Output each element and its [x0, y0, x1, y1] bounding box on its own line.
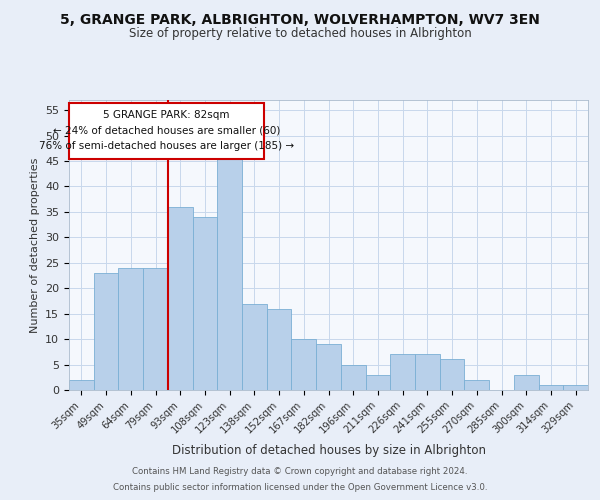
Text: Contains public sector information licensed under the Open Government Licence v3: Contains public sector information licen… [113, 484, 487, 492]
Bar [69, 380, 94, 390]
Bar [464, 380, 489, 390]
Y-axis label: Number of detached properties: Number of detached properties [29, 158, 40, 332]
Bar [365, 374, 390, 390]
Bar [539, 385, 563, 390]
Text: Contains HM Land Registry data © Crown copyright and database right 2024.: Contains HM Land Registry data © Crown c… [132, 467, 468, 476]
X-axis label: Distribution of detached houses by size in Albrighton: Distribution of detached houses by size … [172, 444, 485, 456]
Text: Size of property relative to detached houses in Albrighton: Size of property relative to detached ho… [128, 28, 472, 40]
Text: 5, GRANGE PARK, ALBRIGHTON, WOLVERHAMPTON, WV7 3EN: 5, GRANGE PARK, ALBRIGHTON, WOLVERHAMPTO… [60, 12, 540, 26]
Bar [563, 385, 588, 390]
Bar [242, 304, 267, 390]
Bar [514, 374, 539, 390]
Bar [341, 364, 365, 390]
Bar [440, 360, 464, 390]
Bar [415, 354, 440, 390]
Bar [316, 344, 341, 390]
Bar [267, 308, 292, 390]
FancyBboxPatch shape [69, 102, 264, 158]
Bar [118, 268, 143, 390]
Bar [292, 339, 316, 390]
Bar [143, 268, 168, 390]
Bar [390, 354, 415, 390]
Bar [94, 273, 118, 390]
Bar [217, 156, 242, 390]
Bar [168, 207, 193, 390]
Text: 5 GRANGE PARK: 82sqm
← 24% of detached houses are smaller (60)
76% of semi-detac: 5 GRANGE PARK: 82sqm ← 24% of detached h… [39, 110, 294, 150]
Bar [193, 217, 217, 390]
